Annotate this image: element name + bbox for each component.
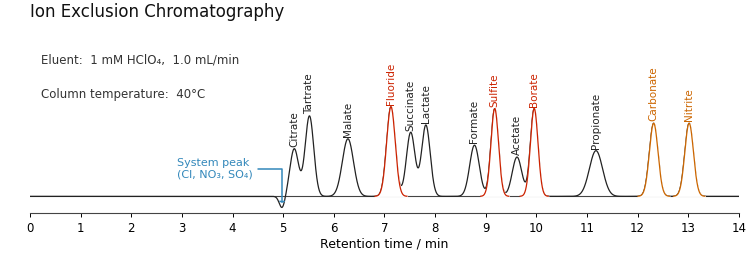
Text: Malate: Malate	[343, 102, 353, 137]
Text: Column temperature:  40°C: Column temperature: 40°C	[41, 88, 206, 101]
Text: Citrate: Citrate	[290, 111, 299, 147]
Text: Nitrite: Nitrite	[684, 89, 694, 121]
Text: Sulfite: Sulfite	[490, 73, 500, 107]
Text: Borate: Borate	[530, 72, 539, 107]
Text: Tartrate: Tartrate	[304, 73, 314, 114]
Text: Acetate: Acetate	[512, 115, 522, 155]
X-axis label: Retention time / min: Retention time / min	[320, 238, 448, 251]
Text: Eluent:  1 mM HClO₄,  1.0 mL/min: Eluent: 1 mM HClO₄, 1.0 mL/min	[41, 53, 239, 66]
Text: Lactate: Lactate	[421, 84, 431, 123]
Text: Formate: Formate	[470, 100, 479, 143]
Text: Propionate: Propionate	[591, 93, 601, 149]
Text: System peak
(Cl, NO₃, SO₄): System peak (Cl, NO₃, SO₄)	[177, 158, 284, 202]
Text: Succinate: Succinate	[406, 79, 416, 131]
Text: Fluoride: Fluoride	[386, 63, 396, 105]
Text: Ion Exclusion Chromatography: Ion Exclusion Chromatography	[30, 3, 284, 21]
Text: Carbonate: Carbonate	[649, 67, 658, 121]
